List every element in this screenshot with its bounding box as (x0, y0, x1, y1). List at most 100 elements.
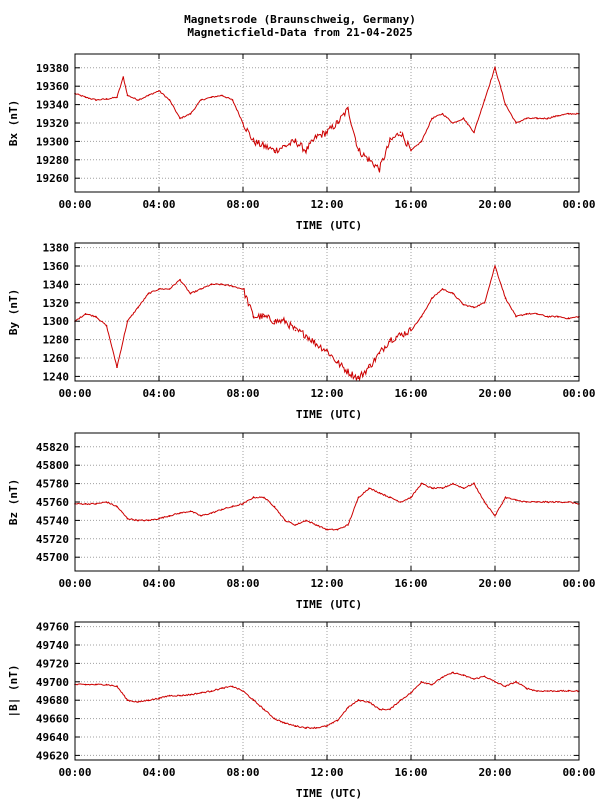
data-point (504, 496, 507, 499)
data-point (179, 694, 181, 697)
x-tick-label: 00:00 (58, 198, 91, 211)
data-point (252, 699, 255, 701)
data-point (126, 94, 129, 97)
data-point (347, 371, 349, 373)
x-axis-label: TIME (UTC) (296, 787, 362, 800)
data-point (347, 108, 349, 110)
data-point (357, 699, 360, 701)
data-point (158, 288, 160, 290)
x-tick-label: 20:00 (478, 387, 511, 400)
data-point (189, 693, 192, 696)
data-point (483, 302, 486, 304)
y-tick-label: 1340 (43, 278, 70, 291)
data-point (378, 708, 381, 711)
data-point (210, 283, 213, 286)
x-tick-label: 04:00 (142, 198, 175, 211)
data-point (368, 701, 370, 703)
data-point (95, 315, 97, 318)
data-point (368, 487, 370, 490)
data-point (441, 288, 444, 290)
data-point (546, 117, 549, 120)
data-point (147, 292, 150, 295)
series-line (74, 481, 580, 531)
data-point (515, 315, 517, 318)
data-point (567, 501, 570, 503)
data-point (494, 681, 496, 683)
data-point (273, 320, 276, 323)
data-point (483, 675, 486, 678)
y-tick-label: 19280 (36, 154, 69, 167)
chart-titles: Magnetsrode (Braunschweig, Germany) Magn… (0, 13, 600, 39)
data-point (399, 334, 402, 336)
data-point (284, 722, 286, 724)
x-tick-label: 12:00 (310, 577, 343, 590)
y-tick-label: 45700 (36, 551, 69, 564)
data-point (515, 122, 517, 124)
data-point (420, 482, 423, 485)
y-tick-label: 49680 (36, 694, 69, 707)
data-point (431, 117, 433, 120)
data-point (200, 99, 202, 101)
data-point (294, 140, 297, 143)
data-point (515, 681, 517, 683)
data-point (368, 159, 370, 161)
data-point (263, 708, 265, 711)
data-point (494, 67, 496, 69)
data-point (378, 492, 381, 494)
data-point (137, 701, 139, 703)
data-point (441, 487, 444, 490)
x-tick-label: 16:00 (394, 387, 427, 400)
x-tick-label: 12:00 (310, 198, 343, 211)
y-tick-label: 45800 (36, 459, 69, 472)
x-tick-label: 04:00 (142, 577, 175, 590)
y-tick-label: 45720 (36, 533, 69, 546)
data-point (147, 519, 150, 522)
data-point (483, 99, 486, 101)
chart-panel: 1240 1260 1280 1300 1320 1340 1360 1380 00:00 04:… (7, 242, 596, 421)
data-point (399, 501, 402, 503)
data-point (189, 510, 192, 512)
data-point (116, 366, 118, 369)
y-tick-label: 49760 (36, 621, 69, 634)
data-point (95, 503, 97, 505)
y-tick-label: 1280 (43, 334, 70, 347)
data-point (326, 528, 328, 531)
y-tick-label: 49740 (36, 639, 69, 652)
data-point (105, 501, 108, 503)
data-point (473, 131, 475, 133)
data-point (336, 528, 339, 531)
data-point (441, 113, 444, 115)
data-point (315, 343, 318, 346)
data-point (273, 505, 276, 508)
x-axis-label: TIME (UTC) (296, 598, 362, 611)
data-point (557, 501, 559, 503)
data-point (105, 98, 108, 100)
x-tick-label: 16:00 (394, 766, 427, 779)
data-point (410, 329, 412, 332)
data-point (557, 690, 559, 692)
x-tick-label: 00:00 (562, 577, 595, 590)
x-tick-label: 08:00 (226, 577, 259, 590)
data-point (168, 694, 171, 697)
data-point (273, 717, 276, 720)
data-point (189, 292, 192, 295)
x-tick-label: 20:00 (478, 198, 511, 211)
y-tick-label: 49620 (36, 749, 69, 762)
data-point (315, 524, 318, 526)
y-tick-label: 49720 (36, 657, 69, 670)
data-point (347, 524, 349, 526)
data-point (252, 140, 255, 143)
y-tick-label: 1300 (43, 315, 70, 328)
data-point (452, 292, 454, 295)
data-point (494, 265, 496, 267)
data-point (410, 496, 412, 499)
data-point (200, 288, 202, 290)
x-tick-label: 08:00 (226, 198, 259, 211)
y-tick-label: 1360 (43, 260, 70, 273)
data-point (315, 727, 318, 729)
chart-panel: 49620 49640 49660 49680 49700 49720 49740 49760… (7, 621, 596, 800)
data-point (546, 501, 549, 503)
x-tick-label: 04:00 (142, 387, 175, 400)
y-tick-label: 19380 (36, 62, 69, 75)
